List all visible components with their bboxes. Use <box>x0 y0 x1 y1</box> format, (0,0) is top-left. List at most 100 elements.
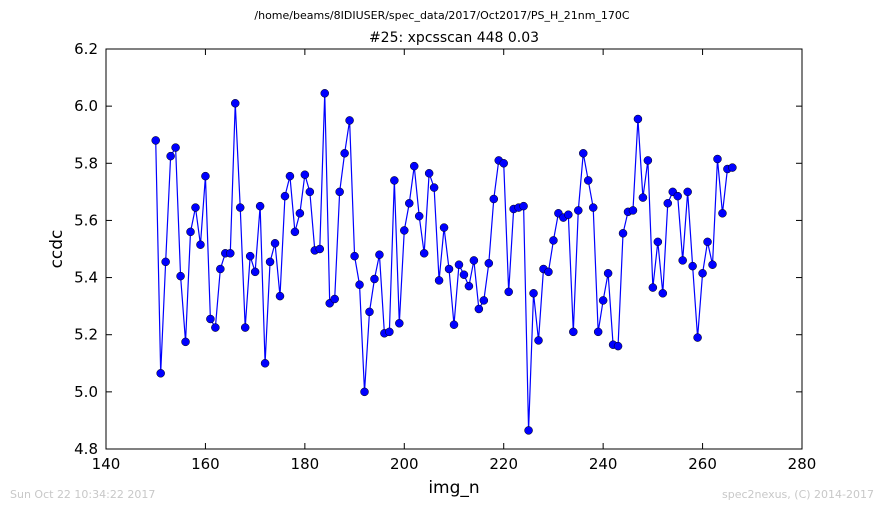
data-point <box>395 319 404 328</box>
data-point <box>345 116 354 125</box>
data-point <box>678 256 687 265</box>
data-point <box>280 191 290 201</box>
plot-frame <box>105 48 803 450</box>
x-tick-label: 200 <box>390 455 419 473</box>
data-point <box>235 203 245 212</box>
data-point <box>181 337 190 347</box>
data-point <box>524 426 533 435</box>
data-point <box>265 257 275 267</box>
data-point <box>683 187 692 197</box>
data-point <box>290 227 300 237</box>
x-tick-label: 180 <box>291 455 320 473</box>
data-point <box>603 269 613 278</box>
data-point <box>385 327 394 337</box>
data-point <box>216 264 225 274</box>
data-point <box>588 203 598 212</box>
data-point <box>226 249 235 258</box>
data-point <box>375 250 384 259</box>
data-point <box>315 244 325 254</box>
data-point <box>171 143 180 152</box>
data-point <box>638 193 648 202</box>
data-point <box>196 240 205 249</box>
data-point <box>673 191 682 201</box>
data-point <box>305 187 315 197</box>
data-point <box>275 291 285 301</box>
data-point <box>653 237 663 247</box>
x-tick-label: 220 <box>489 455 518 473</box>
data-point <box>698 269 707 278</box>
data-point <box>405 199 414 208</box>
data-point <box>434 276 444 285</box>
data-point <box>166 151 175 161</box>
data-point <box>574 206 583 215</box>
data-point <box>618 229 628 238</box>
data-point <box>390 176 399 185</box>
footer-credit: spec2nexus, (C) 2014-2017 <box>722 488 874 501</box>
y-tick-label: 5.8 <box>74 154 98 172</box>
data-point <box>633 114 643 124</box>
data-point <box>409 161 419 171</box>
y-tick-label: 6.0 <box>74 97 98 115</box>
data-point <box>549 236 558 245</box>
x-tick-label: 240 <box>589 455 618 473</box>
x-axis-label: img_n <box>428 478 480 498</box>
data-point <box>414 211 424 221</box>
y-tick-label: 6.2 <box>74 40 98 58</box>
data-point <box>191 203 200 212</box>
data-point <box>295 209 305 218</box>
data-point <box>579 149 588 158</box>
data-point <box>713 154 722 164</box>
data-point <box>663 199 673 208</box>
data-point <box>444 264 454 274</box>
x-tick-label: 160 <box>191 455 220 473</box>
data-point <box>370 274 379 284</box>
data-point <box>693 333 702 342</box>
data-point <box>320 89 329 98</box>
data-point <box>658 289 668 298</box>
series-line <box>155 93 733 431</box>
footer-timestamp: Sun Oct 22 10:34:22 2017 <box>10 488 156 501</box>
chart-title: #25: xpcsscan 448 0.03 <box>368 30 540 46</box>
data-point <box>484 259 494 268</box>
data-point <box>593 327 603 337</box>
data-points-layer <box>151 89 737 435</box>
data-point <box>231 99 240 108</box>
data-point <box>489 194 499 204</box>
data-point <box>583 176 593 185</box>
data-point <box>240 323 250 332</box>
y-tick-label: 5.6 <box>74 211 98 229</box>
data-point <box>708 260 717 269</box>
data-point <box>728 163 737 172</box>
data-point <box>454 260 464 269</box>
data-point <box>335 187 344 197</box>
data-point <box>270 239 280 248</box>
data-point <box>176 271 185 281</box>
data-point <box>688 261 697 271</box>
y-tick-label: 5.2 <box>74 326 98 344</box>
data-point <box>628 206 638 215</box>
data-point <box>186 227 195 237</box>
axis-ticks-layer: 140 160 180 200 220 240 260 280 4.8 5.0 5.2 5.4 5.6 5… <box>74 40 816 473</box>
data-point <box>534 336 543 345</box>
data-point <box>330 294 339 304</box>
data-point <box>449 320 459 329</box>
data-point <box>201 171 210 181</box>
data-point <box>424 169 434 178</box>
data-point <box>598 296 608 305</box>
data-point <box>529 289 538 298</box>
data-point <box>340 149 349 158</box>
data-point <box>519 201 528 211</box>
data-point <box>355 280 364 289</box>
data-point <box>211 323 220 332</box>
data-point <box>151 136 160 145</box>
data-point <box>285 171 295 181</box>
data-point <box>469 256 479 265</box>
data-point <box>474 304 484 314</box>
data-point <box>250 267 260 277</box>
data-point <box>350 251 359 261</box>
y-axis-label: ccdc <box>47 229 67 269</box>
data-point <box>479 296 489 305</box>
x-tick-label: 260 <box>688 455 717 473</box>
data-point <box>360 387 369 397</box>
